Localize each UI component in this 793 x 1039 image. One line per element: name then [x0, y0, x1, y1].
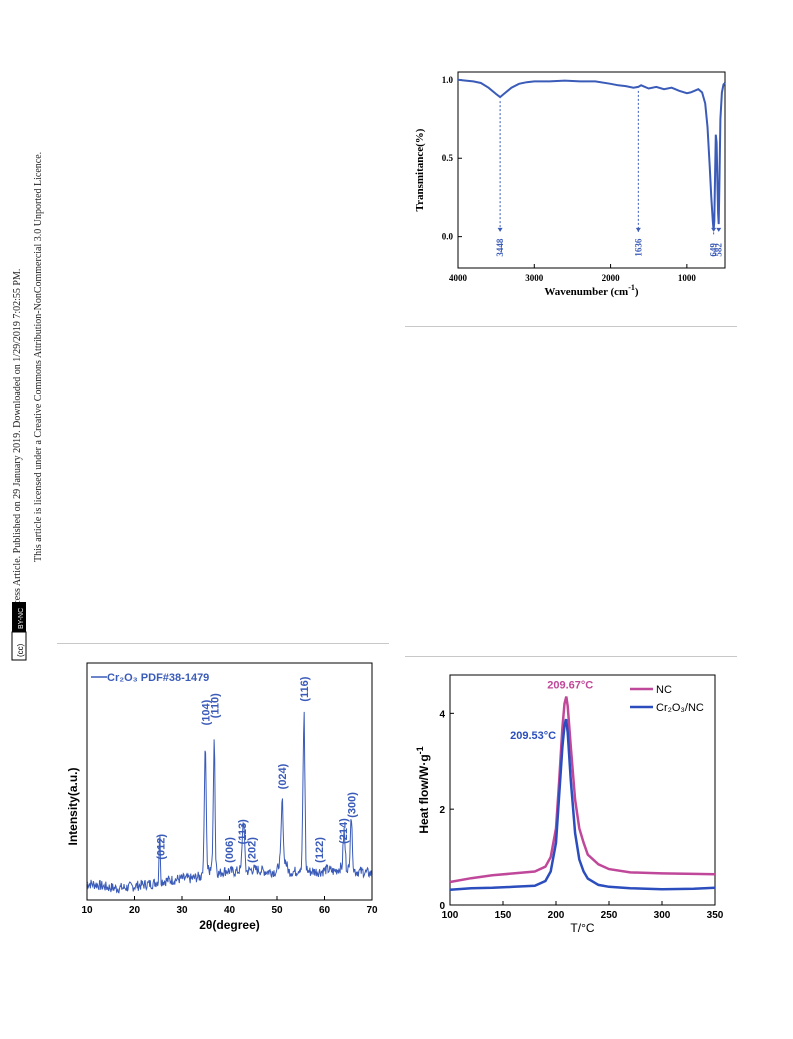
peak-label-group: (024): [277, 763, 289, 789]
x-tick-label: 4000: [449, 273, 468, 283]
peak-label-group: (113): [237, 819, 249, 844]
x-tick-label: 10: [81, 905, 93, 916]
peak-label: 1636: [633, 238, 643, 257]
xrd-chart: 10 20 30 40 50 60 70 2θ(degree) Intensity(a.u.) C…: [66, 662, 378, 932]
divider-left: [57, 643, 389, 644]
y-tick-label: 1.0: [442, 75, 454, 85]
y-axis-label-group: Transmitance(%): [414, 128, 426, 211]
x-tick-label: 50: [271, 905, 283, 916]
annotation-label-group: 3448: [495, 238, 505, 257]
peak-label-group: (116): [299, 676, 311, 701]
plot-frame: [86, 662, 373, 901]
peak-label-group: (104): [200, 699, 212, 725]
arrow-head: [497, 227, 503, 232]
peak-label: (214): [338, 818, 350, 844]
x-tick-label: 350: [707, 910, 724, 921]
annotation-label-group: 649: [709, 243, 719, 257]
x-axis-label: 2θ(degree): [199, 918, 260, 932]
peak-label-group: (202): [246, 837, 258, 863]
x-tick-label: 250: [601, 910, 618, 921]
x-tick-label: 200: [548, 910, 565, 921]
peak-annotation-nc: 209.67°C: [547, 680, 593, 692]
y-axis-label: Heat flow/W·g-1: [415, 746, 431, 833]
x-axis-label: Wavenumber (cm-1): [544, 283, 639, 298]
annotation-label-group: 1636: [633, 238, 643, 257]
peak-label: 582: [714, 243, 724, 257]
ftir-chart: 4000 3000 2000 1000 0.0 0.5 1.0 Wavenumber (cm-…: [414, 71, 726, 298]
x-tick-label: 60: [319, 905, 331, 916]
peak-label-group: (006): [224, 837, 236, 863]
y-axis-label-group: Heat flow/W·g-1: [415, 746, 431, 833]
arrow-head: [635, 227, 641, 232]
y-axis-label: Transmitance(%): [414, 128, 426, 211]
peak-label: (300): [347, 792, 359, 818]
license-sidebar: Open Access Article. Published on 29 Jan…: [11, 152, 44, 661]
x-tick-label: 30: [176, 905, 188, 916]
x-tick-label: 70: [366, 905, 378, 916]
y-tick-label: 0.5: [442, 153, 454, 163]
y-tick-label: 4: [439, 709, 445, 720]
nc-curve: [449, 696, 716, 884]
peak-label-group: (110): [209, 693, 221, 718]
divider-right-bottom: [405, 656, 737, 657]
arrow-head: [716, 227, 722, 232]
peak-label: (024): [277, 763, 289, 789]
peak-label: (110): [209, 693, 221, 718]
arrow-head: [711, 227, 717, 232]
cc-badge[interactable]: (cc) BY-NC: [11, 602, 27, 661]
legend-label: NC: [656, 684, 672, 696]
cc-icon: (cc): [16, 643, 25, 657]
dsc-chart: 100 150 200 250 300 350 0 2 4 T/°C Heat flow/W·g-1…: [415, 674, 724, 935]
plot-frame: [449, 674, 716, 906]
divider-right-top: [405, 326, 737, 327]
x-tick-label: 150: [495, 910, 512, 921]
by-nc-label: BY-NC: [18, 608, 25, 629]
y-axis-label: Intensity(a.u.): [66, 767, 80, 845]
peak-label: (116): [299, 676, 311, 701]
legend-label: Cr₂O₃ PDF#38-1479: [107, 672, 209, 684]
peak-label-group: (214): [338, 818, 350, 844]
peak-label: (122): [314, 837, 326, 863]
y-tick-label: 0.0: [442, 232, 454, 242]
x-tick-label: 300: [654, 910, 671, 921]
x-tick-label: 1000: [678, 273, 697, 283]
published-line: Open Access Article. Published on 29 Jan…: [12, 269, 23, 640]
peak-annotation-cr2o3-nc: 209.53°C: [510, 730, 556, 742]
plot-frame: [457, 71, 726, 269]
peak-label: (012): [156, 834, 168, 860]
y-tick-label: 0: [439, 901, 445, 912]
x-tick-label: 100: [442, 910, 459, 921]
peak-label: 3448: [495, 238, 505, 257]
y-axis-label-group: Intensity(a.u.): [66, 767, 80, 845]
x-tick-label: 40: [224, 905, 236, 916]
x-axis-label: T/°C: [570, 921, 594, 935]
annotation-label-group: 582: [714, 243, 724, 257]
peak-label: (113): [237, 819, 249, 844]
legend-label: Cr₂O₃/NC: [656, 702, 704, 714]
ftir-spectrum-line: [457, 78, 726, 231]
peak-label: (006): [224, 837, 236, 863]
peak-label: 649: [709, 243, 719, 257]
xrd-pattern-line: [86, 711, 373, 894]
y-tick-label: 2: [439, 805, 445, 816]
x-tick-label: 3000: [525, 273, 544, 283]
peak-label: (104): [200, 699, 212, 725]
peak-label-group: (122): [314, 837, 326, 863]
x-tick-label: 20: [129, 905, 141, 916]
peak-label: (202): [246, 837, 258, 863]
peak-label-group: (300): [347, 792, 359, 818]
cr2o3-nc-curve: [449, 718, 716, 891]
licence-line: This article is licensed under a Creativ…: [33, 152, 44, 562]
x-tick-label: 2000: [602, 273, 621, 283]
peak-label-group: (012): [156, 834, 168, 860]
